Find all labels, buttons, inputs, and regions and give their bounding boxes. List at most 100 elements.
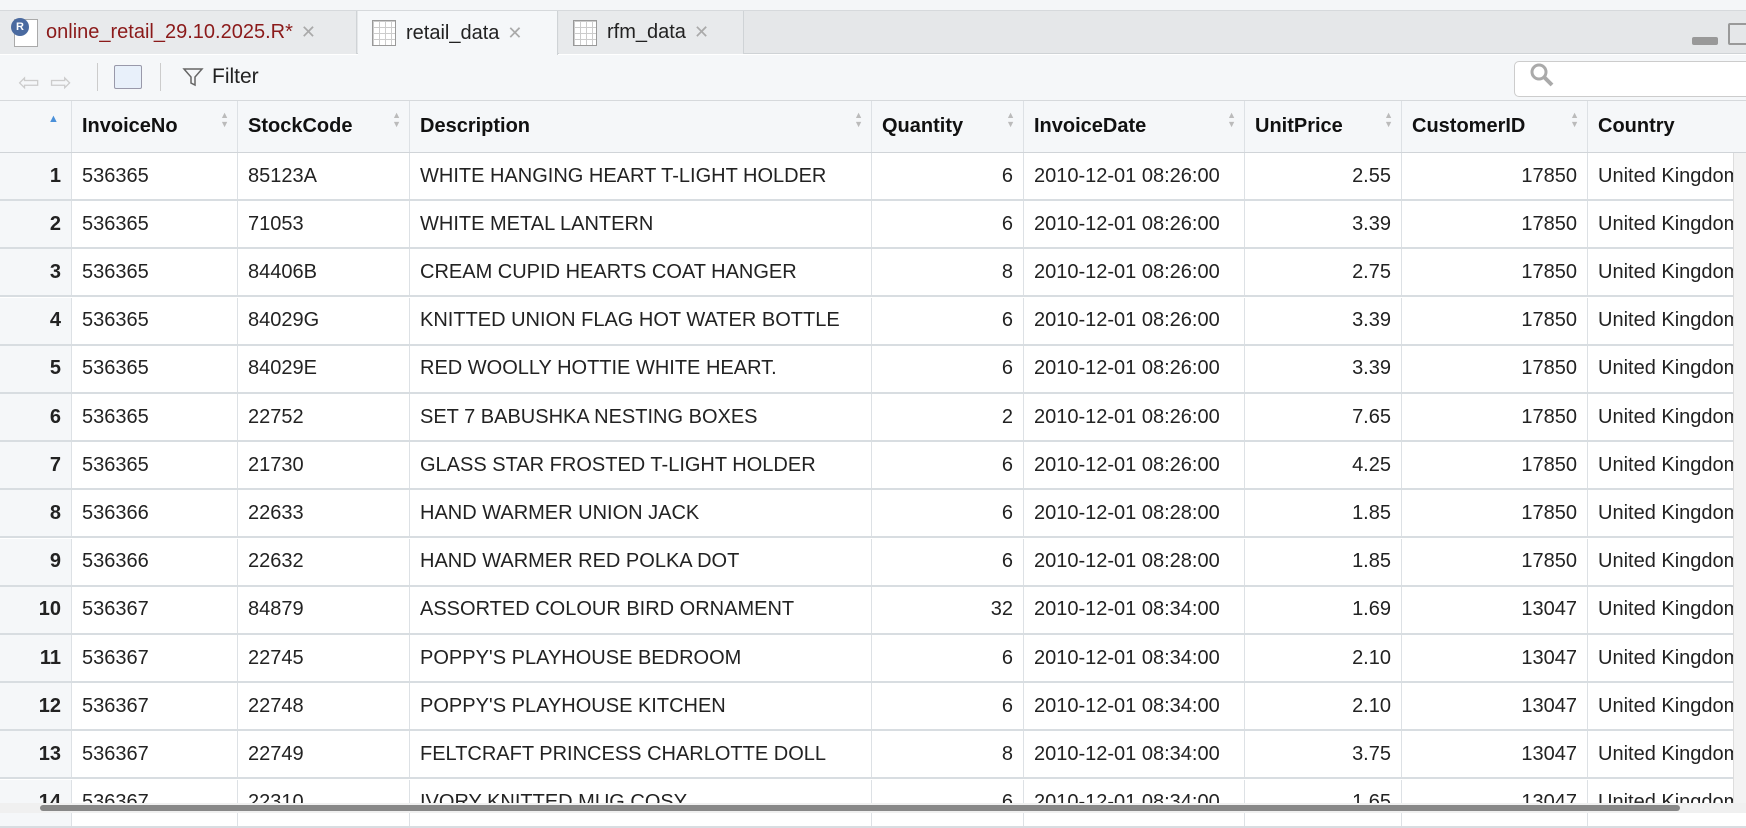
- cell-stockcode: 22749: [238, 731, 410, 778]
- forward-arrow-icon[interactable]: ⇨: [50, 67, 72, 97]
- filter-button[interactable]: Filter: [182, 65, 259, 89]
- cell-unitprice: 4.25: [1245, 442, 1402, 489]
- sort-icon[interactable]: ▲ ▼: [392, 110, 401, 129]
- cell-country: United Kingdom: [1588, 298, 1746, 344]
- column-header-invoicedate[interactable]: InvoiceDate ▲ ▼: [1024, 101, 1245, 152]
- tab-label: rfm_data: [607, 21, 686, 43]
- cell-quantity: 8: [872, 731, 1024, 778]
- cell-country: United Kingdom: [1588, 683, 1746, 729]
- cell-invoicedate: 2010-12-01 08:26:00: [1024, 201, 1245, 248]
- cell-quantity: 6: [872, 297, 1024, 344]
- cell-quantity: 32: [872, 586, 1024, 633]
- table-row: 1 536365 85123A WHITE HANGING HEART T-LIGHT…: [0, 153, 1746, 201]
- cell-invoiceno: 536367: [72, 683, 238, 730]
- cell-invoiceno: 536365: [72, 442, 238, 489]
- search-input[interactable]: [1514, 61, 1746, 97]
- table-row: 3 536365 84406B CREAM CUPID HEARTS COAT HAN…: [0, 249, 1746, 298]
- cell-invoiceno: 536365: [72, 201, 238, 248]
- cell-description: RED WOOLLY HOTTIE WHITE HEART.: [410, 345, 872, 392]
- column-header-customerid[interactable]: CustomerID ▲ ▼: [1402, 101, 1588, 152]
- cell-customerid: 13047: [1402, 683, 1588, 730]
- column-header-stockcode[interactable]: StockCode ▲ ▼: [238, 101, 410, 152]
- cell-unitprice: 3.39: [1245, 345, 1402, 392]
- cell-description: FELTCRAFT PRINCESS CHARLOTTE DOLL: [410, 731, 872, 778]
- table-row: 4 536365 84029G KNITTED UNION FLAG HOT WATE…: [0, 297, 1746, 346]
- minimize-icon[interactable]: [1692, 37, 1718, 45]
- tab-retail-data[interactable]: retail_data ✕: [358, 11, 558, 55]
- table-icon: [372, 20, 396, 46]
- cell-invoiceno: 536367: [72, 635, 238, 681]
- popout-icon[interactable]: [114, 65, 142, 89]
- tab-script[interactable]: R online_retail_29.10.2025.R* ✕: [0, 11, 357, 54]
- cell-description: HAND WARMER RED POLKA DOT: [410, 538, 872, 585]
- cell-description: WHITE METAL LANTERN: [410, 201, 872, 248]
- column-header-country[interactable]: Country: [1588, 101, 1746, 152]
- close-icon[interactable]: ✕: [507, 22, 523, 43]
- vertical-scrollbar[interactable]: [1733, 153, 1746, 803]
- divider: [160, 63, 161, 91]
- cell-unitprice: 3.39: [1245, 201, 1402, 248]
- cell-country: United Kingdom: [1588, 201, 1746, 247]
- tab-rfm-data[interactable]: rfm_data ✕: [559, 11, 744, 54]
- cell-country: United Kingdom: [1588, 249, 1746, 295]
- cell-unitprice: 2.75: [1245, 249, 1402, 296]
- cell-quantity: 6: [872, 345, 1024, 392]
- cell-invoicedate: 2010-12-01 08:34:00: [1024, 731, 1245, 778]
- cell-invoicedate: 2010-12-01 08:26:00: [1024, 345, 1245, 392]
- cell-unitprice: 1.85: [1245, 490, 1402, 537]
- sort-icon[interactable]: ▲ ▼: [220, 110, 229, 129]
- column-header-label: InvoiceDate: [1034, 115, 1147, 137]
- cell-stockcode: 84029G: [238, 297, 410, 344]
- table-row: 12 536367 22748 POPPY'S PLAYHOUSE KITCHEN 6 2…: [0, 683, 1746, 732]
- tab-label: online_retail_29.10.2025.R*: [46, 21, 293, 43]
- sort-ascending-icon[interactable]: ▲: [48, 113, 59, 125]
- maximize-icon[interactable]: [1728, 23, 1746, 45]
- cell-country: United Kingdom: [1588, 153, 1746, 199]
- row-number: 4: [0, 297, 72, 344]
- close-icon[interactable]: ✕: [300, 22, 316, 42]
- cell-quantity: 2: [872, 394, 1024, 440]
- cell-invoiceno: 536367: [72, 586, 238, 633]
- scrollbar-thumb[interactable]: [40, 805, 1680, 811]
- cell-invoicedate: 2010-12-01 08:26:00: [1024, 249, 1245, 296]
- row-number: 11: [0, 635, 72, 681]
- column-header-unitprice[interactable]: UnitPrice ▲ ▼: [1245, 101, 1402, 152]
- horizontal-scrollbar[interactable]: [0, 803, 1746, 813]
- table-row: 7 536365 21730 GLASS STAR FROSTED T-LIGHT H…: [0, 442, 1746, 491]
- table-row: 6 536365 22752 SET 7 BABUSHKA NESTING BOXES…: [0, 394, 1746, 442]
- row-number-header[interactable]: ▲: [0, 101, 72, 152]
- cell-customerid: 17850: [1402, 345, 1588, 392]
- filter-icon: [182, 68, 204, 87]
- row-number: 8: [0, 490, 72, 537]
- sort-icon[interactable]: ▲ ▼: [1384, 110, 1393, 129]
- sort-icon[interactable]: ▲ ▼: [854, 110, 863, 129]
- cell-quantity: 6: [872, 683, 1024, 730]
- table-icon: [573, 19, 597, 46]
- cell-description: POPPY'S PLAYHOUSE BEDROOM: [410, 635, 872, 681]
- row-number: 12: [0, 683, 72, 730]
- column-header-quantity[interactable]: Quantity ▲ ▼: [872, 101, 1024, 152]
- cell-customerid: 17850: [1402, 201, 1588, 248]
- sort-icon[interactable]: ▲ ▼: [1570, 110, 1579, 129]
- cell-unitprice: 2.10: [1245, 683, 1402, 730]
- cell-stockcode: 84879: [238, 586, 410, 633]
- cell-invoiceno: 536365: [72, 249, 238, 296]
- close-icon[interactable]: ✕: [693, 22, 710, 42]
- table-row: 8 536366 22633 HAND WARMER UNION JACK 6 2010-…: [0, 490, 1746, 539]
- cell-quantity: 6: [872, 538, 1024, 585]
- cell-customerid: 17850: [1402, 297, 1588, 344]
- cell-country: United Kingdom: [1588, 587, 1746, 633]
- back-arrow-icon[interactable]: ⇦: [18, 67, 40, 97]
- column-header-invoiceno[interactable]: InvoiceNo ▲ ▼: [72, 101, 238, 152]
- sort-icon[interactable]: ▲ ▼: [1227, 110, 1236, 129]
- column-header-label: Quantity: [882, 115, 964, 137]
- cell-invoicedate: 2010-12-01 08:26:00: [1024, 442, 1245, 489]
- sort-icon[interactable]: ▲ ▼: [1006, 110, 1015, 129]
- cell-description: KNITTED UNION FLAG HOT WATER BOTTLE: [410, 297, 872, 344]
- cell-country: United Kingdom: [1588, 442, 1746, 488]
- cell-invoicedate: 2010-12-01 08:34:00: [1024, 683, 1245, 730]
- column-header-description[interactable]: Description ▲ ▼: [410, 101, 872, 152]
- cell-stockcode: 84406B: [238, 249, 410, 296]
- cell-invoiceno: 536365: [72, 297, 238, 344]
- cell-description: WHITE HANGING HEART T-LIGHT HOLDER: [410, 153, 872, 199]
